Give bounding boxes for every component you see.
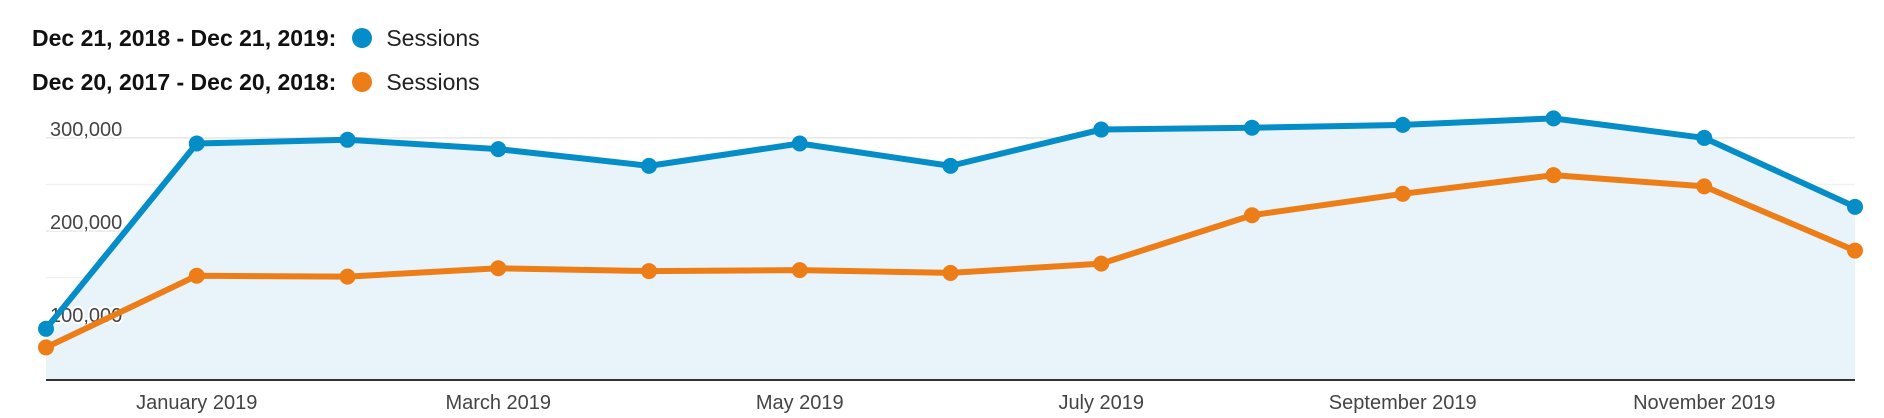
data-point-previous xyxy=(38,339,54,356)
x-tick-label: November 2019 xyxy=(1633,392,1775,414)
legend-range-current: Dec 21, 2018 - Dec 21, 2019: xyxy=(32,24,337,51)
y-tick-label: 200,000 xyxy=(50,212,122,234)
x-tick-label: March 2019 xyxy=(445,392,551,414)
legend-item-previous[interactable]: Dec 20, 2017 - Dec 20, 2018: Sessions xyxy=(32,60,480,104)
data-point-previous xyxy=(1244,207,1260,224)
data-point-current xyxy=(38,320,54,337)
legend-dot-previous xyxy=(352,72,373,92)
legend-series-current: Sessions xyxy=(386,24,480,51)
data-point-previous xyxy=(1394,185,1411,202)
data-point-current xyxy=(1545,110,1562,127)
data-point-previous xyxy=(641,263,657,280)
x-tick-label: July 2019 xyxy=(1058,392,1144,414)
data-point-current xyxy=(791,135,808,152)
y-tick-label: 300,000 xyxy=(50,119,122,141)
data-point-previous xyxy=(188,267,205,284)
data-point-previous xyxy=(1696,178,1713,195)
data-point-previous xyxy=(490,260,507,277)
data-point-current xyxy=(641,157,657,174)
x-tick-label: May 2019 xyxy=(756,392,844,414)
x-tick-label: January 2019 xyxy=(136,392,257,414)
data-point-previous xyxy=(942,264,959,281)
legend-dot-current xyxy=(352,28,373,48)
data-point-previous xyxy=(1847,242,1863,259)
data-point-current xyxy=(942,157,959,174)
chart-legend: Dec 21, 2018 - Dec 21, 2019: Sessions De… xyxy=(32,16,480,104)
data-point-current xyxy=(1696,129,1713,146)
data-point-previous xyxy=(339,268,356,285)
data-point-current xyxy=(1394,116,1411,133)
data-point-previous xyxy=(1093,255,1110,272)
data-point-current xyxy=(490,141,507,158)
legend-series-previous: Sessions xyxy=(386,68,480,95)
data-point-current xyxy=(188,135,205,152)
legend-item-current[interactable]: Dec 21, 2018 - Dec 21, 2019: Sessions xyxy=(32,16,480,60)
data-point-current xyxy=(1244,119,1260,136)
series-area-current xyxy=(46,118,1855,381)
x-tick-label: September 2019 xyxy=(1329,392,1477,414)
data-point-previous xyxy=(1545,167,1562,184)
legend-range-previous: Dec 20, 2017 - Dec 20, 2018: xyxy=(32,68,337,95)
data-point-current xyxy=(339,131,356,148)
data-point-current xyxy=(1847,198,1863,215)
data-point-previous xyxy=(791,262,808,279)
data-point-current xyxy=(1093,121,1110,138)
